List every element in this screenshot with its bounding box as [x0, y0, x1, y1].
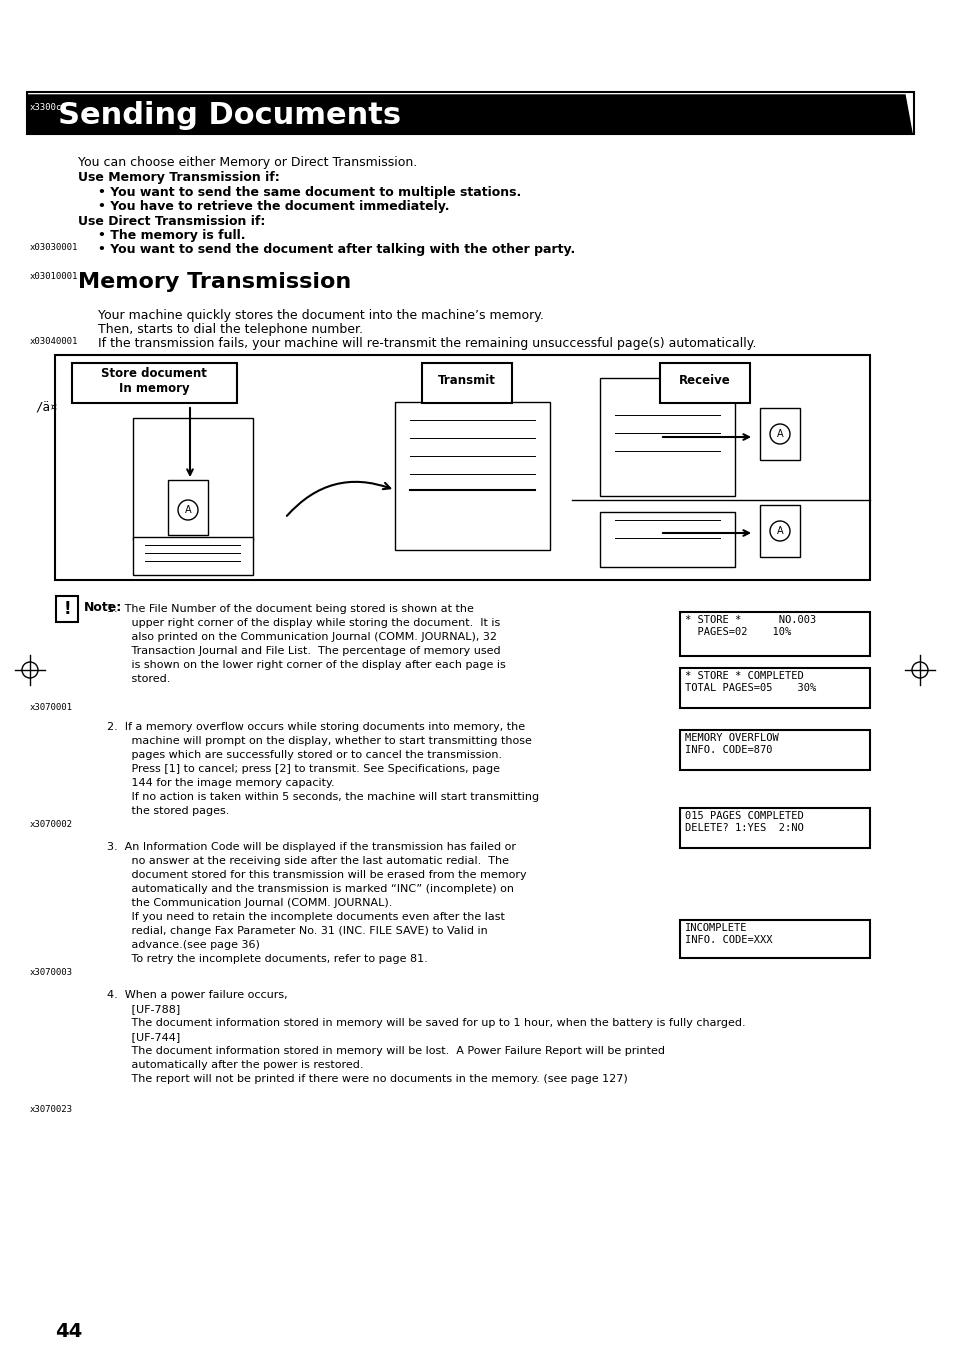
Text: Then, starts to dial the telephone number.: Then, starts to dial the telephone numbe…	[98, 322, 363, 336]
Text: x3300c0: x3300c0	[30, 103, 68, 112]
Bar	[599, 513, 734, 567]
Text: x3070003: x3070003	[30, 969, 73, 977]
Text: You can choose either Memory or Direct Transmission.: You can choose either Memory or Direct T…	[78, 156, 416, 169]
Text: MEMORY OVERFLOW
INFO. CODE=870: MEMORY OVERFLOW INFO. CODE=870	[684, 733, 778, 754]
Text: Your machine quickly stores the document into the machine’s memory.: Your machine quickly stores the document…	[98, 309, 543, 322]
Text: x3070002: x3070002	[30, 820, 73, 830]
Bar	[679, 668, 869, 708]
Text: * STORE * COMPLETED
TOTAL PAGES=05    30%: * STORE * COMPLETED TOTAL PAGES=05 30%	[684, 670, 816, 692]
Text: 3.  An Information Code will be displayed if the transmission has failed or
    : 3. An Information Code will be displayed…	[107, 842, 526, 965]
Text: Transmit: Transmit	[437, 375, 496, 387]
Bar	[132, 418, 253, 540]
Bar	[71, 363, 236, 403]
Text: Use Direct Transmission if:: Use Direct Transmission if:	[78, 214, 265, 228]
FancyArrowPatch shape	[287, 482, 390, 515]
Bar	[760, 505, 800, 557]
Text: x3070023: x3070023	[30, 1105, 73, 1114]
Bar	[760, 407, 800, 460]
Bar	[679, 920, 869, 958]
Text: /ä¤: /ä¤	[35, 401, 57, 413]
Text: 2.  If a memory overflow occurs while storing documents into memory, the
       : 2. If a memory overflow occurs while sto…	[107, 722, 538, 816]
Bar	[599, 378, 734, 496]
Text: 015 PAGES COMPLETED
DELETE? 1:YES  2:NO: 015 PAGES COMPLETED DELETE? 1:YES 2:NO	[684, 811, 803, 832]
Text: 4.  When a power failure occurs,
       [UF-788]
       The document information: 4. When a power failure occurs, [UF-788]…	[107, 990, 745, 1085]
Text: • You have to retrieve the document immediately.: • You have to retrieve the document imme…	[98, 200, 449, 213]
Text: Sending Documents: Sending Documents	[58, 101, 400, 131]
Bar	[395, 402, 550, 550]
Bar	[421, 363, 512, 403]
Bar	[679, 808, 869, 849]
Text: Store document
In memory: Store document In memory	[101, 367, 207, 395]
Text: 44: 44	[55, 1322, 82, 1341]
Bar	[27, 92, 913, 134]
Text: x03010001: x03010001	[30, 272, 78, 281]
Polygon shape	[28, 94, 911, 134]
Text: x03030001: x03030001	[30, 243, 78, 252]
Text: ①: ①	[150, 362, 164, 376]
Bar	[659, 363, 749, 403]
Text: • You want to send the same document to multiple stations.: • You want to send the same document to …	[98, 186, 520, 200]
Text: INCOMPLETE
INFO. CODE=XXX: INCOMPLETE INFO. CODE=XXX	[684, 923, 772, 944]
Bar	[55, 355, 869, 580]
Text: ③: ③	[698, 362, 711, 376]
Text: x03040001: x03040001	[30, 337, 78, 345]
Bar	[679, 612, 869, 656]
Text: !: !	[63, 600, 71, 618]
Text: ②: ②	[459, 362, 474, 376]
Text: A: A	[776, 526, 782, 536]
Text: A: A	[185, 505, 192, 515]
Text: 1.  The File Number of the document being stored is shown at the
       upper ri: 1. The File Number of the document being…	[107, 604, 505, 684]
Text: Receive: Receive	[679, 375, 730, 387]
Text: x3070001: x3070001	[30, 703, 73, 712]
Text: • You want to send the document after talking with the other party.: • You want to send the document after ta…	[98, 243, 575, 256]
Text: A: A	[776, 429, 782, 438]
Text: Note:: Note:	[84, 602, 122, 614]
Text: If the transmission fails, your machine will re-transmit the remaining unsuccess: If the transmission fails, your machine …	[98, 337, 756, 349]
Text: * STORE *      NO.003
  PAGES=02    10%: * STORE * NO.003 PAGES=02 10%	[684, 615, 816, 637]
Bar	[56, 596, 78, 622]
Text: Use Memory Transmission if:: Use Memory Transmission if:	[78, 171, 279, 183]
Bar	[679, 730, 869, 770]
Bar	[168, 480, 208, 536]
Text: • The memory is full.: • The memory is full.	[98, 229, 245, 241]
Text: Memory Transmission: Memory Transmission	[78, 272, 351, 291]
Bar	[132, 537, 253, 575]
